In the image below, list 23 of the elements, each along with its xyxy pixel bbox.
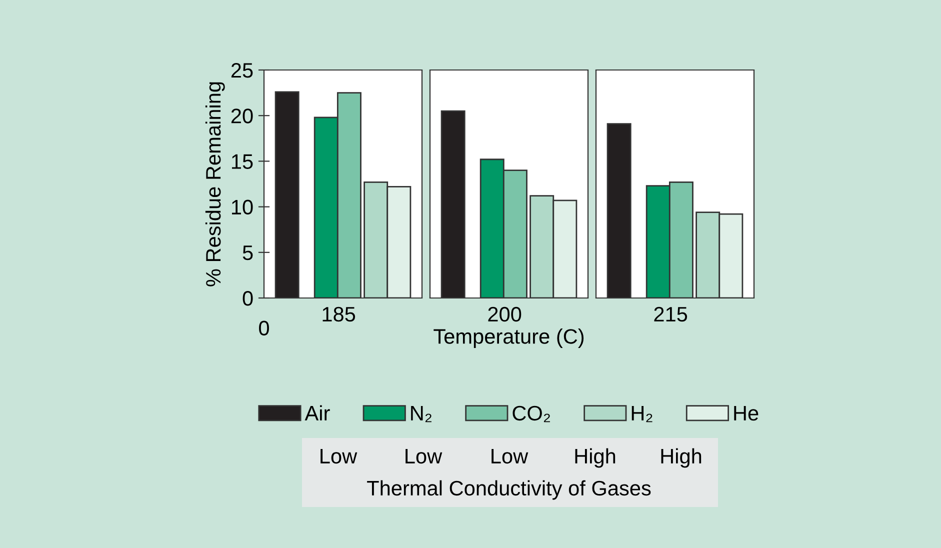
y-tick-label: 25 <box>231 63 253 78</box>
legend-label: CO₂ <box>512 406 550 422</box>
legend-label: H₂ <box>632 406 652 422</box>
x-tick-label: 215 <box>654 306 688 322</box>
x-tick-label: 200 <box>488 306 522 322</box>
text: Low <box>320 449 358 464</box>
text: Thermal Conductivity of Gases <box>367 480 651 500</box>
text: High <box>661 448 702 468</box>
text: 0 <box>259 320 269 336</box>
text: Low <box>492 449 528 464</box>
x-tick-label: 185 <box>322 306 356 322</box>
y-axis-title: % Residue Remaining <box>205 82 225 286</box>
legend-label: Air <box>304 405 330 420</box>
y-tick-label: 20 <box>231 108 253 124</box>
y-tick-label: 10 <box>232 200 253 215</box>
text: Low <box>406 449 442 464</box>
text: High <box>575 448 616 468</box>
legend-label: He <box>734 406 758 421</box>
y-tick-label: 0 <box>242 291 253 306</box>
legend-label: N₂ <box>411 406 432 422</box>
x-axis-title: Temperature (C) <box>434 328 584 348</box>
y-tick-label: 5 <box>242 246 253 260</box>
y-tick-label: 15 <box>232 154 253 169</box>
